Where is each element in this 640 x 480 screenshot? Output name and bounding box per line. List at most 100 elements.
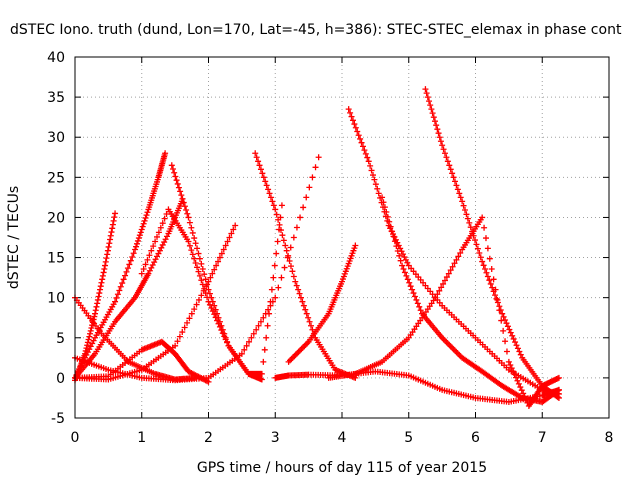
data-point [84, 342, 91, 349]
data-point [97, 286, 104, 293]
data-point [164, 233, 171, 240]
data-point [102, 258, 109, 265]
data-point [496, 307, 503, 314]
data-point [410, 290, 417, 297]
grid [75, 57, 609, 418]
data-point [374, 185, 381, 192]
data-point [178, 192, 185, 199]
data-point [290, 273, 297, 280]
data-point [191, 235, 198, 242]
data-point [174, 180, 181, 187]
data-point [155, 229, 162, 236]
x-tick-label: 3 [271, 430, 280, 446]
data-point [230, 226, 237, 233]
data-point [281, 264, 288, 271]
data-point [90, 337, 97, 344]
data-point [189, 229, 196, 236]
data-point [299, 298, 306, 305]
data-series [325, 214, 562, 409]
data-point [103, 255, 110, 262]
data-point [85, 336, 92, 343]
data-point [352, 242, 359, 249]
data-point [351, 121, 358, 128]
data-point [202, 276, 209, 283]
data-point [451, 260, 458, 267]
data-point [193, 301, 200, 308]
data-point [196, 255, 203, 262]
data-point [427, 102, 434, 109]
data-point [214, 317, 221, 324]
data-point [510, 335, 517, 342]
data-point [270, 274, 277, 281]
y-tick-label: 10 [47, 291, 65, 307]
data-point [195, 296, 202, 303]
data-point [518, 387, 525, 394]
data-point [266, 190, 273, 197]
data-point [401, 269, 408, 276]
data-point [112, 210, 119, 217]
data-point [507, 361, 514, 368]
data-point [169, 166, 176, 173]
data-point [273, 211, 280, 218]
data-point [296, 290, 303, 297]
data-point [387, 223, 394, 230]
data-point [161, 215, 168, 222]
data-point [248, 334, 255, 341]
data-point [219, 330, 226, 337]
data-point [294, 350, 301, 357]
data-point [508, 365, 515, 372]
data-point [91, 313, 98, 320]
data-point [443, 274, 450, 281]
data-point [262, 178, 269, 185]
data-series [168, 162, 265, 383]
data-point [486, 255, 493, 262]
data-point [114, 291, 121, 298]
data-point [213, 262, 220, 269]
data-point [459, 198, 466, 205]
data-series [379, 194, 562, 405]
data-point [94, 300, 101, 307]
data-point [173, 177, 180, 184]
data-point [133, 243, 140, 250]
data-point [436, 287, 443, 294]
data-point [129, 253, 136, 260]
data-point [451, 178, 458, 185]
data-point [433, 122, 440, 129]
data-point [261, 346, 268, 353]
data-point [126, 261, 133, 268]
data-point [453, 182, 460, 189]
data-point [404, 259, 411, 266]
data-point [555, 394, 562, 401]
data-point [130, 250, 137, 257]
data-point [431, 118, 438, 125]
plot-frame [74, 56, 610, 419]
data-point [195, 268, 202, 275]
data-point [479, 214, 486, 221]
data-point [394, 247, 401, 254]
data-point [120, 276, 127, 283]
data-point [148, 247, 155, 254]
data-point [349, 117, 356, 124]
data-point [290, 234, 297, 241]
data-point [216, 254, 223, 261]
data-point [503, 348, 510, 355]
data-point [306, 184, 313, 191]
data-point [119, 280, 126, 287]
data-point [226, 234, 233, 241]
data-point [300, 302, 307, 309]
data-point [435, 130, 442, 137]
data-point [93, 303, 100, 310]
data-point [106, 240, 113, 247]
data-point [384, 213, 391, 220]
data-point [450, 346, 457, 353]
data-point [265, 186, 272, 193]
data-point [510, 368, 517, 375]
data-point [111, 214, 118, 221]
data-point [282, 242, 289, 249]
data-point [88, 325, 95, 332]
data-point [438, 284, 445, 291]
data-point [194, 245, 201, 252]
data-point [92, 307, 99, 314]
data-point [309, 174, 316, 181]
data-point [446, 162, 453, 169]
